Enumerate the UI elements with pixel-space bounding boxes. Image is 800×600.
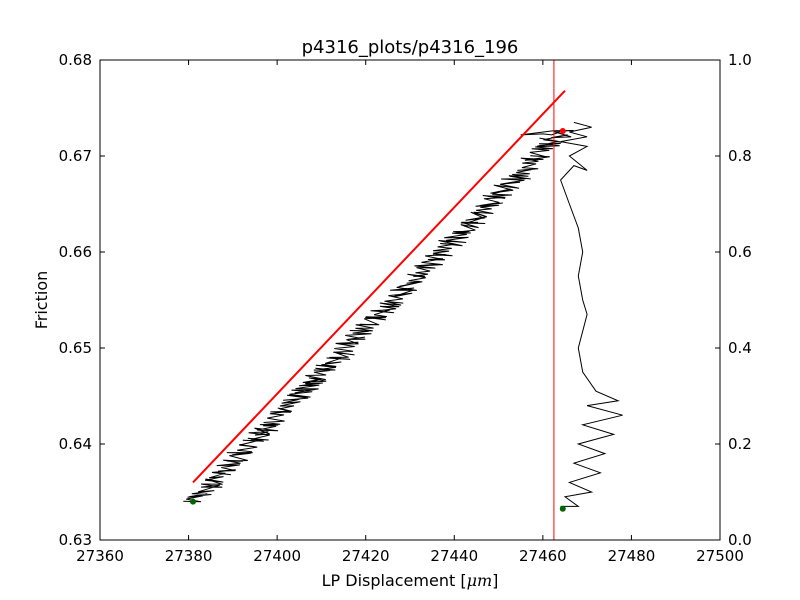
x-tick-label: 27440: [430, 547, 478, 565]
y-tick-label: 0.68: [59, 51, 92, 69]
x-tick-label: 27380: [165, 547, 213, 565]
fit-line: [192, 90, 566, 484]
end-marker: [559, 128, 566, 135]
y-axis-title: Friction: [32, 271, 51, 330]
y2-tick-label: 0.4: [728, 339, 752, 357]
y-tick-label: 0.67: [59, 147, 92, 165]
x-tick-label: 27460: [519, 547, 567, 565]
y-tick-label: 0.65: [59, 339, 92, 357]
y2-tick-label: 0.8: [728, 147, 752, 165]
x-tick-label: 27400: [253, 547, 301, 565]
right-axis-trace-line: [560, 121, 623, 507]
y-tick-label: 0.64: [59, 435, 92, 453]
x-tick-label: 27480: [608, 547, 656, 565]
y2-tick-label: 0.2: [728, 435, 752, 453]
y-tick-label: 0.63: [59, 531, 92, 549]
x-axis-title-close: ]: [492, 571, 498, 590]
y2-tick-label: 0.6: [728, 243, 752, 261]
x-axis-title-text: LP Displacement [: [322, 571, 467, 590]
chart-title: p4316_plots/p4316_196: [302, 37, 519, 58]
x-tick-label: 27420: [342, 547, 390, 565]
x-axis-title: LP Displacement [μm]: [322, 571, 499, 590]
right-start-marker: [559, 505, 566, 512]
y-tick-label: 0.66: [59, 243, 92, 261]
friction-trace-line: [183, 130, 574, 503]
y2-tick-label: 0.0: [728, 531, 752, 549]
x-axis-title-unit: μm: [467, 571, 493, 590]
x-tick-label: 27360: [76, 547, 124, 565]
plot-frame: [99, 59, 721, 541]
x-tick-label: 27500: [696, 547, 744, 565]
plot-area: [183, 60, 623, 540]
y2-tick-label: 1.0: [728, 51, 752, 69]
axis-ticks: 27360 27380 27400 27420 27440 27460 27480 27500…: [59, 51, 752, 565]
start-marker: [190, 498, 196, 505]
